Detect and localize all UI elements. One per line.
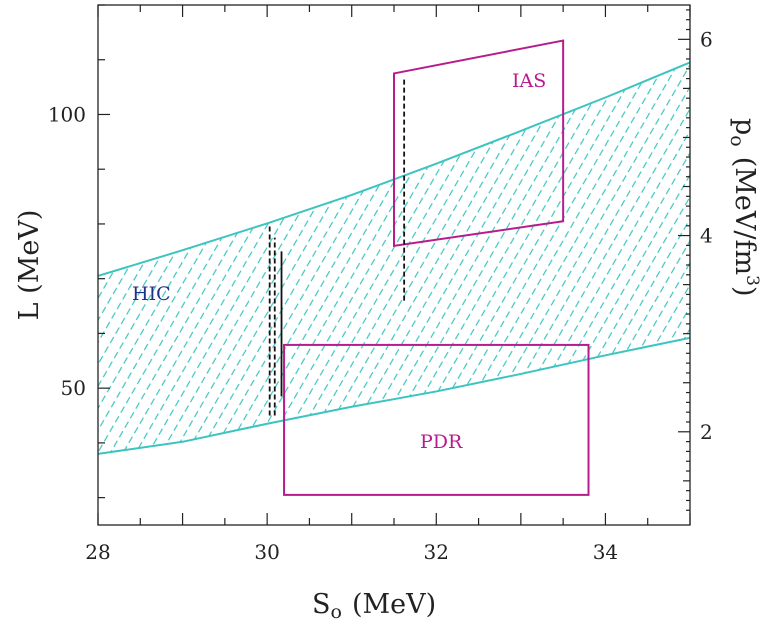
y-axis-title: L (MeV) <box>14 210 45 321</box>
x-axis-title-main: S <box>312 589 331 620</box>
x-axis-title: So (MeV) <box>312 589 436 623</box>
constraint-boxes <box>283 39 590 496</box>
y2-axis-title: po (MeV/fm3) <box>726 118 762 296</box>
y2-tick-label: 4 <box>700 224 713 248</box>
x-tick-label: 34 <box>593 540 618 564</box>
y2-axis-title-unit-end: ) <box>729 286 760 297</box>
pdr-label: PDR <box>420 431 463 453</box>
hic-band-fill <box>98 62 690 454</box>
y2-axis-title-subscript: o <box>726 135 748 146</box>
pdr-box <box>283 343 590 496</box>
y2-axis-title-unit: (MeV/fm <box>729 157 760 275</box>
ticks: 28 30 32 34 50 100 2 4 6 <box>48 4 713 564</box>
x-tick-label: 30 <box>254 540 279 564</box>
vertical-segments <box>268 78 406 416</box>
x-axis-title-unit: (MeV) <box>352 589 436 620</box>
ias-box <box>393 39 565 247</box>
x-tick-label: 32 <box>424 540 449 564</box>
hic-label: HIC <box>132 283 171 305</box>
hic-band-lower-edge <box>98 336 690 455</box>
x-axis-title-subscript: o <box>331 601 342 623</box>
y2-axis-title-superscript: 3 <box>742 275 762 286</box>
plot-frame <box>97 4 691 526</box>
y-tick-label: 100 <box>48 102 86 126</box>
y-tick-label: 50 <box>61 376 86 400</box>
y2-tick-label: 6 <box>700 27 713 51</box>
x-tick-label: 28 <box>85 540 110 564</box>
y2-tick-label: 2 <box>700 420 713 444</box>
ias-label: IAS <box>512 70 546 92</box>
y2-axis-title-main: p <box>729 118 760 135</box>
